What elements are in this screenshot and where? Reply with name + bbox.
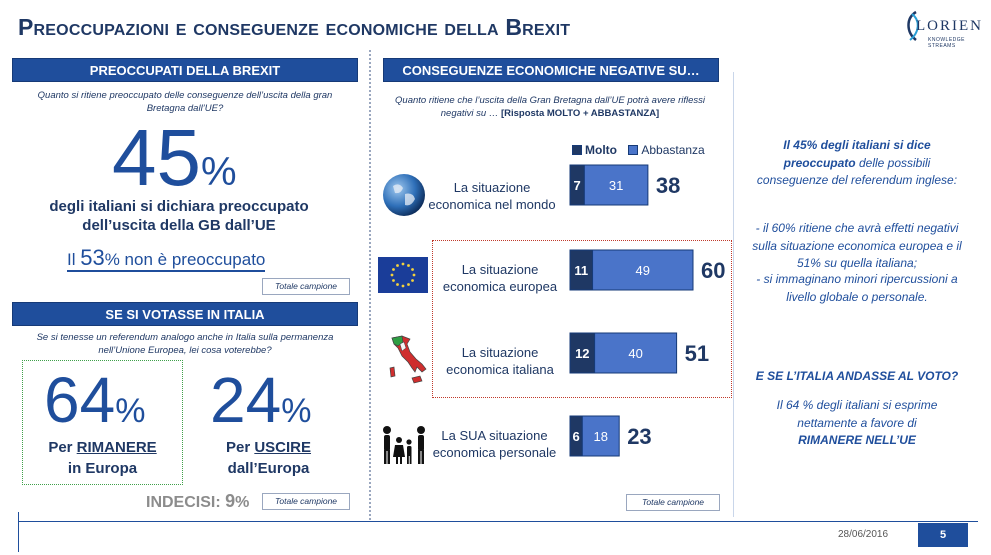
summary-paragraph-5: Il 64 % degli italiani si esprime nettam… bbox=[748, 397, 966, 450]
summary-p5: Il 64 % degli italiani si esprime nettam… bbox=[776, 398, 938, 430]
summary-paragraph-2: - il 60% ritiene che avrà effetti negati… bbox=[752, 221, 962, 270]
big-45-value: 45% bbox=[112, 118, 237, 212]
bar-personal-abbastanza bbox=[581, 415, 620, 457]
summary-p1-bold: Il 45% degli italiani si dice preoccupat… bbox=[783, 138, 931, 170]
summary-question: E SE L’ITALIA ANDASSE AL VOTO? bbox=[748, 368, 966, 386]
row-label-europe: La situazione economica europea bbox=[442, 262, 558, 294]
totale-campione-3: Totale campione bbox=[626, 494, 720, 511]
bar-label-europe-abbastanza: 49 bbox=[636, 263, 650, 278]
not-value: 53 bbox=[80, 245, 105, 270]
right-column-divider bbox=[733, 72, 734, 517]
summary-p5-bold: RIMANERE NELL’UE bbox=[798, 433, 916, 447]
legend-molto-swatch bbox=[572, 145, 582, 155]
bar-label-world-molto: 7 bbox=[574, 178, 581, 193]
family-icon bbox=[383, 426, 425, 464]
bar-total-italy: 51 bbox=[685, 341, 709, 366]
bar-total-personal: 23 bbox=[627, 424, 651, 449]
globe-icon bbox=[383, 174, 425, 216]
lorien-logo-icon bbox=[907, 10, 919, 41]
highlight-frame-europe-italy bbox=[432, 240, 732, 398]
bar-italy-abbastanza bbox=[594, 332, 678, 374]
question-conseguenze: Quanto ritiene che l’uscita della Gran B… bbox=[385, 94, 715, 120]
column-divider bbox=[369, 50, 371, 520]
indecisi-value: 9 bbox=[225, 491, 236, 511]
remain-64-value: 64% bbox=[44, 368, 145, 443]
bar-label-world-abbastanza: 31 bbox=[609, 178, 623, 193]
pct-sign-64: % bbox=[115, 392, 146, 430]
bar-label-personal-molto: 6 bbox=[573, 429, 580, 444]
question-conseguenze-bold: [Risposta MOLTO + ABBASTANZA] bbox=[500, 108, 660, 119]
question-conseguenze-text: Quanto ritiene che l’uscita della Gran B… bbox=[395, 95, 705, 119]
stacked-bar-chart: 7 31 38 11 49 60 12 40 51 6 18 23 bbox=[569, 164, 725, 457]
remain-label: Per RIMANERE in Europa bbox=[30, 437, 175, 479]
remain-pre: Per bbox=[48, 439, 77, 456]
leave-word: USCIRE bbox=[254, 439, 312, 456]
big-45-description: degli italiani si dichiara preoccupato d… bbox=[49, 198, 309, 234]
bar-italy-molto bbox=[569, 332, 596, 374]
legend-molto-label: Molto bbox=[585, 143, 617, 157]
footer-line bbox=[18, 521, 978, 522]
indecisi-pct: % bbox=[235, 494, 250, 511]
pct-sign: % bbox=[200, 150, 237, 194]
bar-total-world: 38 bbox=[656, 173, 680, 198]
leave-label: Per USCIRE dall’Europa bbox=[196, 437, 341, 479]
header-preoccupati: PREOCCUPATI DELLA BREXIT bbox=[12, 58, 358, 82]
remain-highlight-box bbox=[22, 360, 183, 485]
not-suffix: % non è preoccupato bbox=[104, 250, 266, 269]
eu-flag-icon bbox=[378, 257, 428, 293]
page-number: 5 bbox=[918, 523, 968, 547]
footer-date: 28/06/2016 bbox=[838, 529, 889, 540]
lorien-logo: LORIEN KNOWLEDGE STREAMS bbox=[902, 6, 983, 49]
footer-accent-line bbox=[18, 512, 19, 552]
header-se-votasse: SE SI VOTASSE IN ITALIA bbox=[12, 302, 358, 326]
leave-pre: Per bbox=[225, 439, 255, 456]
summary-paragraph-3: - si immaginano minori ripercussioni a l… bbox=[756, 272, 958, 304]
value-64: 64 bbox=[44, 364, 116, 436]
leave-24-value: 24% bbox=[210, 368, 311, 443]
bar-label-italy-molto: 12 bbox=[575, 346, 589, 361]
legend-abbastanza-swatch bbox=[628, 145, 639, 155]
value-24: 24 bbox=[210, 364, 282, 436]
leave-post: dall’Europa bbox=[227, 460, 310, 477]
logo-subtext: KNOWLEDGE STREAMS bbox=[928, 37, 966, 49]
bar-total-europe: 60 bbox=[701, 258, 725, 283]
header-conseguenze: CONSEGUENZE ECONOMICHE NEGATIVE SU… bbox=[383, 58, 719, 82]
totale-campione-2: Totale campione bbox=[262, 493, 350, 510]
row-label-personal: La SUA situazione economica personale bbox=[432, 428, 557, 460]
summary-paragraph-1: Il 45% degli italiani si dice preoccupat… bbox=[748, 137, 966, 190]
question-preoccupati: Quanto si ritiene preoccupato delle cons… bbox=[37, 90, 333, 114]
totale-campione-1: Totale campione bbox=[262, 278, 350, 295]
logo-text: LORIEN bbox=[916, 18, 983, 34]
question-votasse: Se si tenesse un referendum analogo anch… bbox=[36, 332, 334, 356]
bar-europe-abbastanza bbox=[592, 249, 694, 291]
indecisi: INDECISI: 9% bbox=[146, 491, 249, 512]
row-label-italy: La situazione economica italiana bbox=[446, 345, 554, 377]
page-title: Preoccupazioni e conseguenze economiche … bbox=[18, 14, 571, 40]
bar-world-abbastanza bbox=[583, 164, 649, 206]
bar-label-italy-abbastanza: 40 bbox=[628, 346, 642, 361]
not-prefix: Il bbox=[67, 250, 81, 269]
chart-legend: Molto Abbastanza bbox=[572, 143, 705, 157]
row-label-world: La situazione economica nel mondo bbox=[428, 180, 556, 212]
bar-label-personal-abbastanza: 18 bbox=[594, 429, 608, 444]
legend-abbastanza-label: Abbastanza bbox=[641, 143, 705, 157]
bar-label-europe-molto: 11 bbox=[574, 263, 588, 278]
pct-sign-24: % bbox=[281, 392, 312, 430]
indecisi-label: INDECISI: bbox=[146, 494, 226, 511]
italy-map-icon bbox=[389, 335, 427, 384]
summary-p1-rest: delle possibili conseguenze del referend… bbox=[756, 155, 958, 188]
remain-word: RIMANERE bbox=[76, 439, 157, 456]
remain-post: in Europa bbox=[67, 460, 138, 477]
summary-question-bold: E SE L’ITALIA ANDASSE AL VOTO? bbox=[755, 369, 959, 383]
value-45: 45 bbox=[112, 113, 201, 202]
not-worried-53: Il 53% non è preoccupato bbox=[67, 245, 266, 272]
